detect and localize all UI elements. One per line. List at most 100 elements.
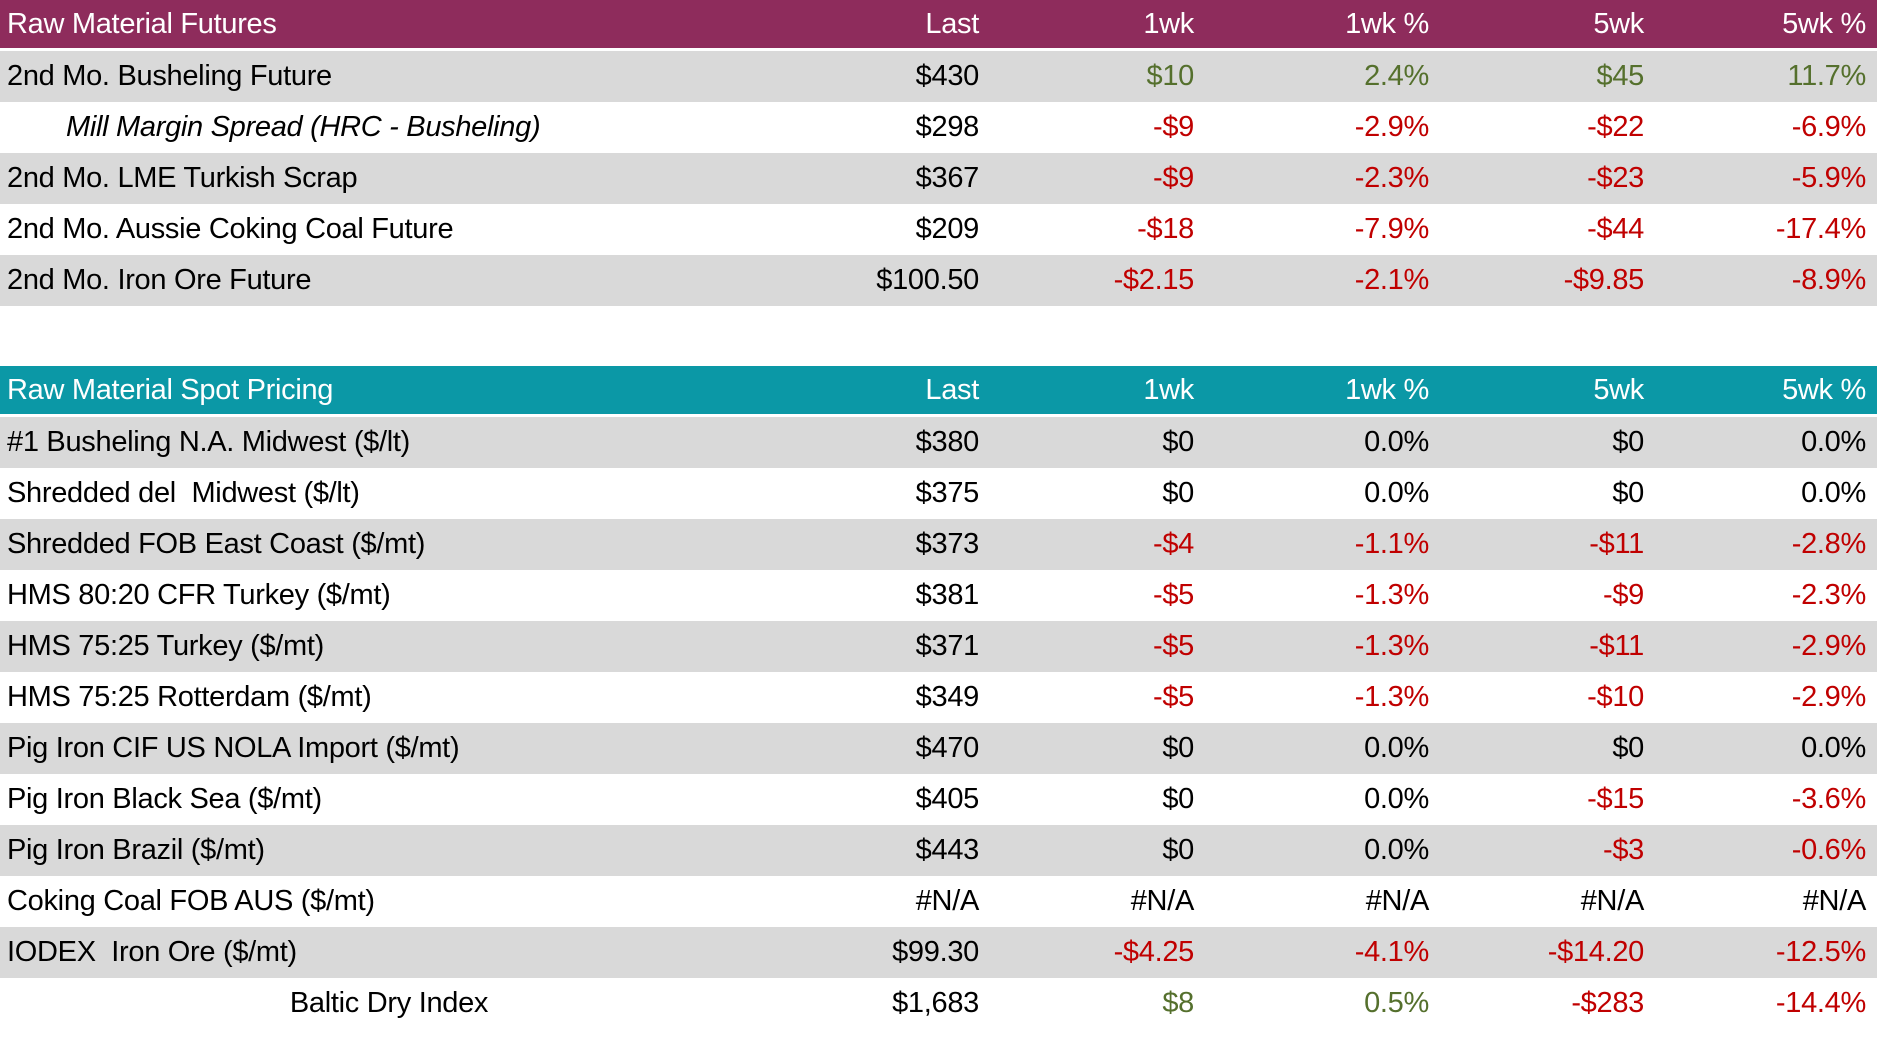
- cell-1wk: $0: [1162, 834, 1194, 866]
- cell-5wk: -$11: [1589, 630, 1644, 662]
- cell-last: $373: [915, 528, 980, 560]
- row-label: 2nd Mo. Aussie Coking Coal Future: [7, 213, 454, 245]
- cell-1wk: -$4.25: [1113, 936, 1195, 968]
- cell-5wk: -$44: [1587, 213, 1644, 245]
- cell-5wk-pct: -8.9%: [1791, 264, 1867, 296]
- column-header-1wk: 1wk: [1143, 373, 1194, 406]
- cell-last: $100.50: [876, 264, 979, 296]
- table-row: #1 Busheling N.A. Midwest ($/lt) $380 $0 0.…: [0, 417, 1877, 468]
- cell-last: $381: [915, 579, 980, 611]
- cell-1wk: -$2.15: [1113, 264, 1195, 296]
- table-row: Pig Iron Brazil ($/mt) $443 $0 0.0% -$3 -0.6%: [0, 825, 1877, 876]
- cell-1wk-pct: 0.0%: [1364, 834, 1429, 866]
- cell-last: $405: [915, 783, 980, 815]
- row-label: Shredded del Midwest ($/lt): [7, 477, 360, 509]
- table-row: 2nd Mo. LME Turkish Scrap $367 -$9 -2.3% -$2…: [0, 153, 1877, 204]
- table-row: Pig Iron Black Sea ($/mt) $405 $0 0.0% -$15 -…: [0, 774, 1877, 825]
- cell-1wk-pct: -1.3%: [1354, 579, 1430, 611]
- row-label: #1 Busheling N.A. Midwest ($/lt): [7, 426, 411, 458]
- table-row: 2nd Mo. Aussie Coking Coal Future $209 -$1…: [0, 204, 1877, 255]
- column-header-1wk: 1wk: [1143, 7, 1194, 40]
- column-header-5wk: 5wk: [1593, 373, 1644, 406]
- cell-1wk-pct: -1.3%: [1354, 681, 1430, 713]
- cell-1wk-pct: #N/A: [1365, 885, 1430, 917]
- cell-5wk-pct: 0.0%: [1801, 477, 1866, 509]
- cell-1wk-pct: -4.1%: [1354, 936, 1430, 968]
- cell-last: $430: [915, 60, 980, 92]
- cell-5wk-pct: -2.9%: [1791, 681, 1867, 713]
- cell-5wk: -$283: [1571, 987, 1644, 1019]
- cell-1wk-pct: -7.9%: [1354, 213, 1430, 245]
- row-label: Baltic Dry Index: [289, 987, 489, 1019]
- cell-1wk: -$4: [1152, 528, 1194, 560]
- cell-1wk-pct: 0.0%: [1364, 732, 1429, 764]
- row-label: Shredded FOB East Coast ($/mt): [7, 528, 426, 560]
- cell-1wk: $0: [1162, 477, 1194, 509]
- row-label: HMS 80:20 CFR Turkey ($/mt): [7, 579, 391, 611]
- cell-5wk-pct: -2.8%: [1791, 528, 1867, 560]
- row-label: Pig Iron Black Sea ($/mt): [7, 783, 322, 815]
- spot-pricing-table-body: #1 Busheling N.A. Midwest ($/lt) $380 $0 0.…: [0, 417, 1877, 1029]
- table-row: Mill Margin Spread (HRC - Busheling) $298…: [0, 102, 1877, 153]
- row-label: Mill Margin Spread (HRC - Busheling): [66, 111, 541, 143]
- futures-table-header: Raw Material Futures Last 1wk 1wk % 5wk …: [0, 0, 1877, 51]
- table-row: 2nd Mo. Busheling Future $430 $10 2.4% $45 11…: [0, 51, 1877, 102]
- table-spacer: [0, 306, 1877, 366]
- table-row: Baltic Dry Index $1,683 $8 0.5% -$283 -14.4%: [0, 978, 1877, 1029]
- cell-1wk: $10: [1146, 60, 1195, 92]
- cell-5wk: -$9: [1602, 579, 1644, 611]
- cell-last: $470: [915, 732, 980, 764]
- cell-5wk: -$3: [1602, 834, 1644, 866]
- cell-1wk: -$18: [1137, 213, 1194, 245]
- cell-1wk: -$5: [1152, 579, 1194, 611]
- column-header-last: Last: [925, 7, 979, 40]
- cell-5wk-pct: -14.4%: [1775, 987, 1866, 1019]
- cell-1wk: #N/A: [1130, 885, 1195, 917]
- cell-5wk: -$10: [1587, 681, 1644, 713]
- raw-material-futures-table: Raw Material Futures Last 1wk 1wk % 5wk …: [0, 0, 1877, 306]
- futures-table-title: Raw Material Futures: [7, 7, 277, 40]
- cell-5wk-pct: -3.6%: [1791, 783, 1867, 815]
- cell-last: $375: [915, 477, 980, 509]
- cell-5wk: -$15: [1587, 783, 1644, 815]
- cell-1wk-pct: -1.3%: [1354, 630, 1430, 662]
- cell-5wk: -$22: [1587, 111, 1644, 143]
- cell-1wk: $0: [1162, 426, 1194, 458]
- cell-1wk-pct: -2.1%: [1354, 264, 1430, 296]
- row-label: Pig Iron Brazil ($/mt): [7, 834, 265, 866]
- column-header-5wk-pct: 5wk %: [1782, 373, 1866, 406]
- cell-1wk-pct: 2.4%: [1364, 60, 1429, 92]
- cell-5wk: $0: [1612, 426, 1644, 458]
- table-row: HMS 75:25 Rotterdam ($/mt) $349 -$5 -1.3% -$…: [0, 672, 1877, 723]
- row-label: 2nd Mo. LME Turkish Scrap: [7, 162, 358, 194]
- row-label: IODEX Iron Ore ($/mt): [7, 936, 297, 968]
- cell-1wk-pct: -1.1%: [1354, 528, 1430, 560]
- cell-1wk: $0: [1162, 783, 1194, 815]
- column-header-5wk: 5wk: [1593, 7, 1644, 40]
- cell-1wk: $0: [1162, 732, 1194, 764]
- column-header-1wk-pct: 1wk %: [1345, 7, 1429, 40]
- cell-5wk-pct: -6.9%: [1791, 111, 1867, 143]
- cell-last: $349: [915, 681, 980, 713]
- cell-5wk: -$11: [1589, 528, 1644, 560]
- spot-pricing-table-header: Raw Material Spot Pricing Last 1wk 1wk %…: [0, 366, 1877, 417]
- cell-5wk-pct: 0.0%: [1801, 426, 1866, 458]
- cell-1wk: -$5: [1152, 681, 1194, 713]
- futures-table-body: 2nd Mo. Busheling Future $430 $10 2.4% $45 11…: [0, 51, 1877, 306]
- cell-last: $443: [915, 834, 980, 866]
- cell-1wk-pct: -2.3%: [1354, 162, 1430, 194]
- table-row: 2nd Mo. Iron Ore Future $100.50 -$2.15 -2.1…: [0, 255, 1877, 306]
- cell-last: $298: [915, 111, 980, 143]
- cell-last: $99.30: [892, 936, 979, 968]
- table-row: HMS 80:20 CFR Turkey ($/mt) $381 -$5 -1.3% -…: [0, 570, 1877, 621]
- cell-5wk-pct: -2.9%: [1791, 630, 1867, 662]
- cell-last: $380: [915, 426, 980, 458]
- cell-last: $367: [915, 162, 980, 194]
- cell-1wk-pct: -2.9%: [1354, 111, 1430, 143]
- cell-1wk-pct: 0.0%: [1364, 477, 1429, 509]
- row-label: HMS 75:25 Turkey ($/mt): [7, 630, 325, 662]
- table-row: Shredded FOB East Coast ($/mt) $373 -$4 -1.…: [0, 519, 1877, 570]
- cell-1wk: -$9: [1152, 162, 1194, 194]
- cell-5wk: $0: [1612, 732, 1644, 764]
